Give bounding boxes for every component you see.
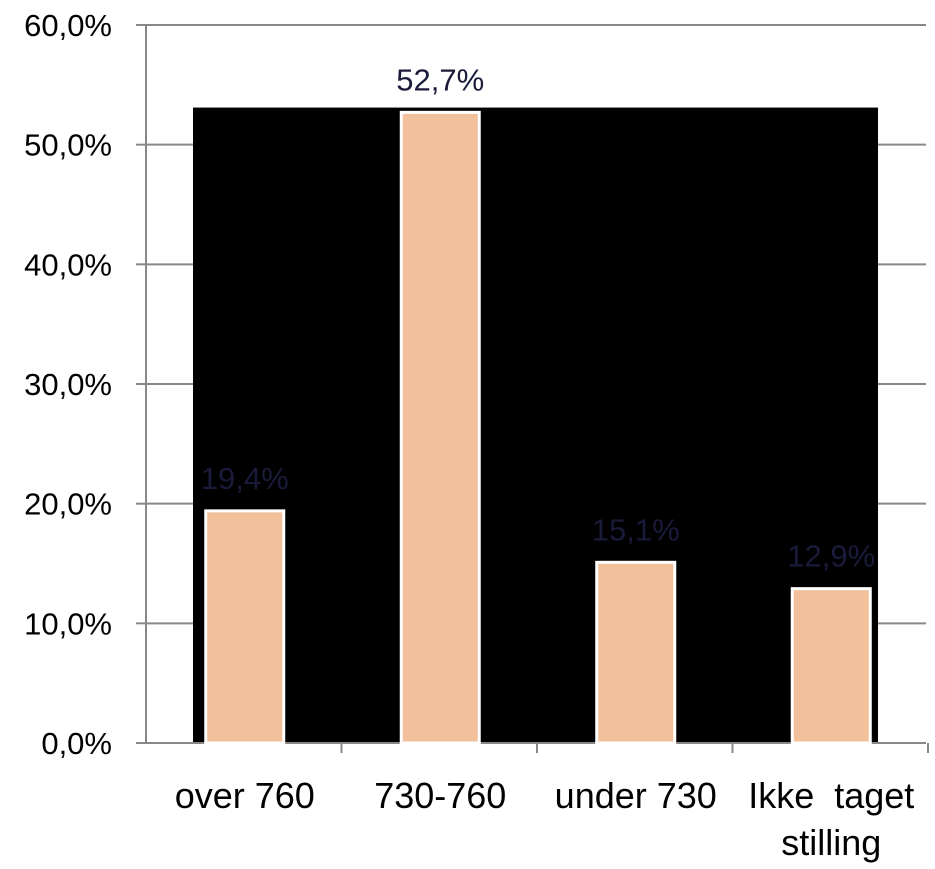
y-tick-label: 30,0%	[24, 367, 112, 402]
x-tick-label: 730-760	[374, 775, 506, 816]
bar	[595, 560, 677, 745]
y-tick-label: 20,0%	[24, 487, 112, 522]
x-tick-label: under 730	[555, 775, 717, 816]
y-tick-label: 50,0%	[24, 128, 112, 163]
y-tick-label: 10,0%	[24, 606, 112, 641]
plot-background	[193, 107, 878, 743]
bar	[399, 110, 481, 745]
data-label: 52,7%	[396, 62, 484, 97]
y-tick-label: 40,0%	[24, 247, 112, 282]
x-tick-label: over 760	[175, 775, 315, 816]
x-tick-label: Ikke taget	[748, 775, 914, 816]
y-tick-label: 0,0%	[41, 726, 112, 761]
data-label: 12,9%	[787, 539, 875, 574]
x-tick-label: stilling	[781, 822, 881, 863]
bar	[790, 587, 872, 745]
data-label: 19,4%	[201, 461, 289, 496]
data-label: 15,1%	[592, 512, 680, 547]
y-tick-label: 60,0%	[24, 8, 112, 43]
bar	[204, 509, 286, 745]
